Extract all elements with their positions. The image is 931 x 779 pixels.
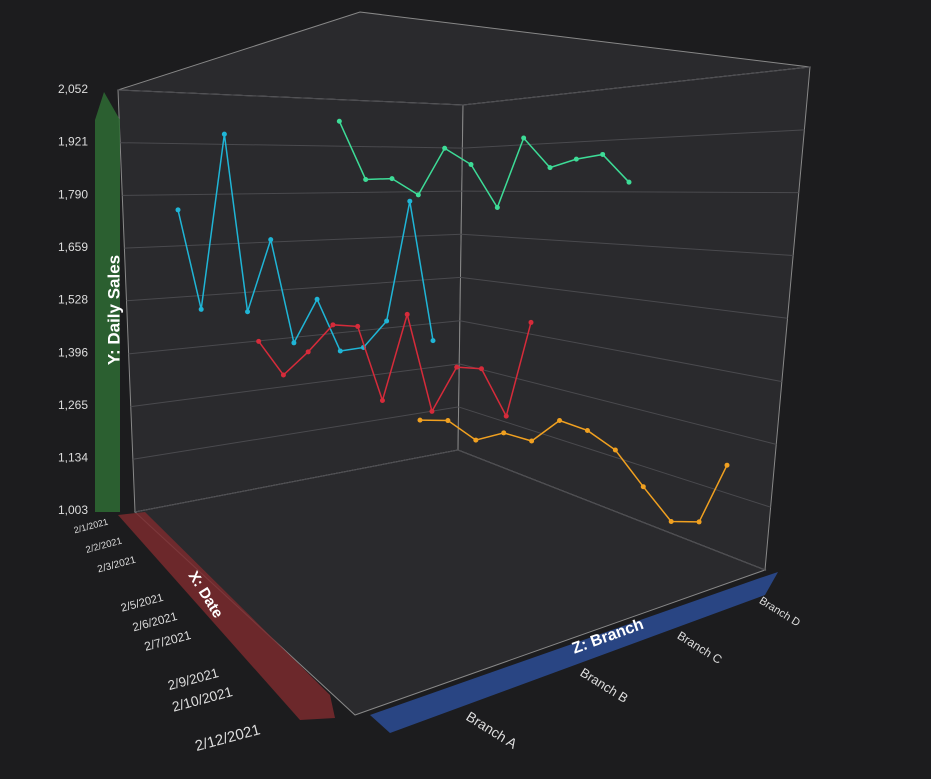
y-tick-label: 1,265 [58, 398, 88, 412]
back-wall [117, 89, 464, 513]
point-marker [442, 145, 448, 151]
point-marker [547, 165, 553, 171]
point-marker [612, 447, 618, 453]
point-marker [640, 484, 646, 490]
point-marker [256, 338, 262, 344]
point-marker [468, 162, 474, 168]
point-marker [430, 338, 436, 344]
y-tick-label: 1,528 [58, 292, 88, 306]
x-axis-band [118, 512, 335, 720]
y-tick-label: 1,921 [58, 135, 88, 149]
point-marker [600, 151, 606, 157]
y-tick-label: 1,396 [58, 345, 88, 359]
y-tick-label: 1,003 [58, 503, 88, 517]
point-marker [503, 413, 509, 419]
y-tick-label: 1,659 [58, 240, 88, 254]
grid-line [132, 406, 459, 460]
grid-line [457, 449, 766, 571]
y-tick-label: 1,790 [58, 187, 88, 201]
grid-line [462, 66, 811, 106]
grid-line [459, 320, 782, 383]
point-marker [221, 131, 227, 137]
grid-line [122, 190, 462, 196]
grid-line [117, 89, 464, 106]
series-line [338, 120, 630, 210]
point-marker [696, 519, 702, 525]
series-line [419, 419, 728, 523]
point-marker [668, 518, 674, 524]
grid-line [461, 233, 794, 256]
point-marker [355, 323, 361, 329]
point-marker [314, 296, 320, 302]
grid-line [130, 363, 460, 408]
point-marker [454, 364, 460, 370]
point-marker [175, 207, 181, 213]
grid-line [462, 129, 805, 149]
point-marker [473, 437, 479, 443]
point-marker [268, 237, 274, 243]
grid-line [458, 406, 771, 508]
point-marker [245, 309, 251, 315]
point-marker [389, 176, 395, 182]
grid-line [128, 320, 460, 355]
y-tick-label: 1,134 [58, 451, 88, 465]
point-marker [330, 322, 336, 328]
point-marker [417, 417, 423, 423]
point-marker [407, 198, 413, 204]
grid-line [461, 190, 799, 194]
point-marker [337, 348, 343, 354]
point-marker [724, 462, 730, 468]
point-marker [363, 176, 369, 182]
point-marker [384, 318, 390, 324]
point-marker [529, 438, 535, 444]
point-marker [305, 349, 311, 355]
point-marker [291, 340, 297, 346]
point-marker [528, 319, 534, 325]
y-axis-band [95, 92, 120, 512]
point-marker [336, 118, 342, 124]
point-marker [521, 135, 527, 141]
point-marker [501, 430, 507, 436]
grid-line [126, 276, 461, 302]
point-marker [584, 427, 590, 433]
y-axis-title: Y: Daily Sales [104, 255, 123, 365]
point-marker [494, 205, 500, 211]
point-marker [198, 306, 204, 312]
point-marker [404, 311, 410, 317]
point-marker [429, 408, 435, 414]
point-marker [379, 397, 385, 403]
grid-line [459, 363, 777, 445]
grid-line [460, 276, 788, 319]
point-marker [573, 156, 579, 162]
point-marker [445, 418, 451, 424]
grid-line [134, 449, 459, 513]
point-marker [478, 366, 484, 372]
point-marker [557, 417, 563, 423]
y-tick-label: 2,052 [58, 82, 88, 96]
series-line [177, 134, 434, 352]
point-marker [415, 192, 421, 198]
z-axis-band [370, 572, 778, 733]
grid-line [120, 142, 463, 149]
series-line [258, 311, 532, 419]
grid-line [124, 233, 462, 249]
point-marker [280, 372, 286, 378]
point-marker [626, 179, 632, 185]
